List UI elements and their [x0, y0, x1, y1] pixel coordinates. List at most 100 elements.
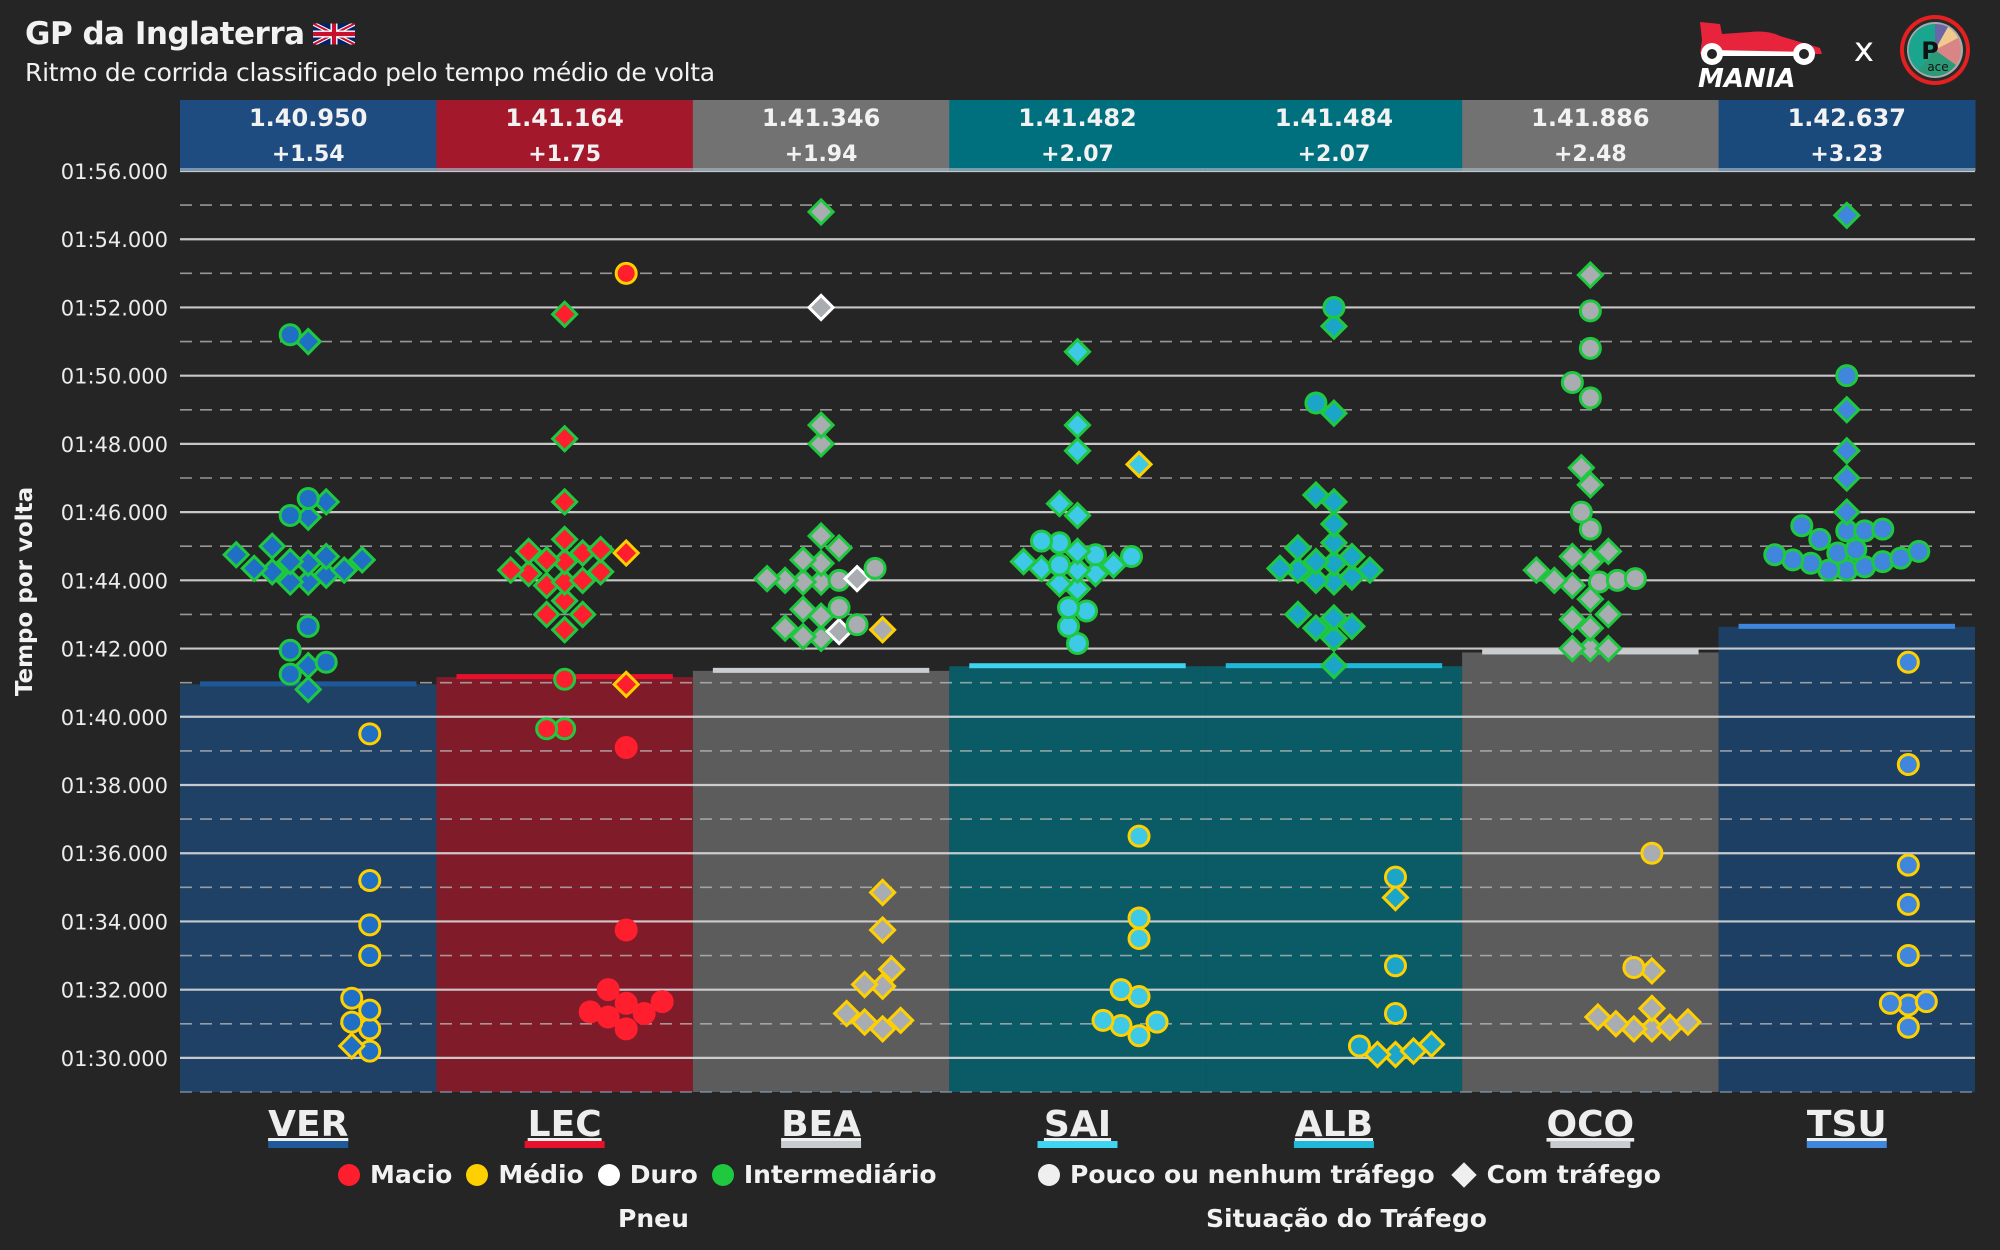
- lap-point-traffic: [770, 613, 800, 643]
- lap-point-traffic: [877, 955, 906, 984]
- lap-point-traffic: [612, 670, 641, 699]
- lap-point-clean: [296, 486, 320, 510]
- avg-line-tsu: [1738, 623, 1955, 629]
- lap-point-clean: [1127, 927, 1151, 950]
- lap-point-traffic: [1319, 603, 1349, 632]
- lap-point-traffic: [1540, 566, 1569, 595]
- lap-point-clean: [1896, 892, 1920, 916]
- pace-letter-p: P: [1921, 37, 1939, 65]
- lap-point-clean: [1145, 1010, 1169, 1034]
- lap-point-clean: [1914, 990, 1938, 1014]
- lap-point-traffic: [532, 571, 561, 600]
- tyre-dot-icon: [466, 1163, 489, 1186]
- driver-label-ver: VER: [268, 1104, 348, 1145]
- y-tick-label: 01:30.000: [61, 1047, 168, 1071]
- lap-point-traffic: [1558, 542, 1587, 571]
- tyre-legend: Macio Médio Duro Intermediário: [338, 1160, 951, 1189]
- lap-point-traffic: [1673, 1007, 1703, 1037]
- lap-point-traffic: [1063, 501, 1092, 530]
- lap-point-clean: [1871, 517, 1895, 541]
- driver-label-oco: OCO: [1547, 1104, 1635, 1145]
- lap-point-traffic: [586, 557, 615, 586]
- lap-point-traffic: [294, 327, 323, 356]
- logo-separator: x: [1853, 30, 1874, 70]
- driver-color-bar: [1037, 1141, 1118, 1148]
- avg-time-label: 1.41.886: [1531, 104, 1649, 132]
- lap-point-traffic: [240, 554, 269, 583]
- avg-region-sai: [949, 666, 1206, 1092]
- lap-point-traffic: [1832, 497, 1861, 527]
- avg-line-bea: [712, 667, 930, 673]
- lap-point-traffic: [550, 487, 579, 517]
- lap-point-clean: [1383, 954, 1407, 978]
- legend-item-traffic: Com tráfego: [1449, 1160, 1661, 1189]
- driver-label-sai: SAI: [1044, 1104, 1111, 1145]
- driver-label-lec: LEC: [528, 1104, 602, 1145]
- lap-point-traffic: [532, 545, 561, 575]
- lap-point-traffic: [1081, 559, 1110, 588]
- y-axis-title: Tempo por volta: [12, 487, 38, 696]
- lap-point-clean: [1871, 550, 1895, 574]
- lap-point-clean: [340, 1010, 364, 1034]
- driver-label-alb: ALB: [1295, 1104, 1373, 1145]
- pace-logo: ace P: [1898, 13, 1972, 87]
- lap-point-traffic: [868, 615, 897, 644]
- lap-point-traffic: [1583, 1002, 1613, 1032]
- lap-point-traffic: [1832, 463, 1861, 493]
- lap-point-clean: [596, 978, 620, 1002]
- lap-point-traffic: [1063, 410, 1092, 440]
- lap-point-traffic: [337, 1031, 366, 1061]
- lap-point-traffic: [788, 545, 818, 575]
- lap-point-clean: [1048, 553, 1071, 577]
- driver-color-bar: [1806, 1141, 1887, 1148]
- lap-point-clean: [1896, 650, 1920, 674]
- avg-header-oco: [1462, 100, 1720, 171]
- traffic-legend: Pouco ou nenhum tráfego Com tráfego: [1038, 1160, 1675, 1189]
- y-tick-label: 01:44.000: [61, 569, 168, 593]
- legend-label: Macio: [370, 1160, 453, 1189]
- lap-point-traffic: [1283, 600, 1313, 629]
- legend-item-tyre: Macio: [338, 1160, 452, 1189]
- lap-point-traffic: [770, 566, 800, 595]
- gap-label: +3.23: [1810, 142, 1883, 167]
- gap-label: +2.07: [1041, 142, 1114, 167]
- lap-point-clean: [1808, 527, 1832, 551]
- avg-header-underline: [1462, 168, 1720, 171]
- driver-color-bar: [524, 1141, 605, 1148]
- y-tick-label: 01:50.000: [61, 365, 168, 389]
- traffic-legend-title: Situação do Tráfego: [1206, 1204, 1487, 1233]
- lap-point-traffic: [312, 542, 341, 571]
- lap-point-traffic: [568, 600, 597, 629]
- gap-label: +1.54: [272, 142, 345, 167]
- logos: MANIA x ace P: [1680, 10, 1972, 94]
- title-text: GP da Inglaterra: [25, 16, 305, 52]
- lap-point-traffic: [1355, 555, 1385, 585]
- tyre-dot-icon: [711, 1163, 734, 1186]
- lap-point-clean: [278, 638, 302, 662]
- avg-header-underline: [1205, 168, 1463, 171]
- lap-point-clean: [650, 990, 674, 1014]
- lap-point-clean: [1057, 596, 1080, 620]
- lap-point-traffic: [1417, 1030, 1446, 1059]
- y-tick-label: 01:46.000: [61, 501, 168, 525]
- lap-point-traffic: [1832, 395, 1861, 424]
- lap-point-clean: [553, 667, 577, 691]
- lap-point-clean: [1127, 824, 1151, 848]
- lap-point-clean: [535, 717, 559, 741]
- avg-header-alb: [1205, 100, 1463, 171]
- lap-point-clean: [1560, 370, 1584, 394]
- lap-point-traffic: [550, 300, 579, 329]
- avg-header-underline: [436, 168, 694, 171]
- lap-point-clean: [358, 913, 382, 937]
- lap-point-traffic: [1363, 1040, 1392, 1069]
- lap-point-clean: [358, 722, 382, 746]
- lap-point-traffic: [788, 567, 818, 597]
- avg-time-label: 1.42.637: [1788, 104, 1906, 132]
- avg-time-label: 1.41.482: [1018, 104, 1136, 132]
- lap-point-clean: [1826, 541, 1850, 565]
- y-tick-label: 01:56.000: [61, 160, 168, 184]
- race-car-icon: MANIA: [1698, 22, 1822, 94]
- lap-point-traffic: [348, 545, 377, 575]
- lap-point-traffic: [1594, 634, 1623, 663]
